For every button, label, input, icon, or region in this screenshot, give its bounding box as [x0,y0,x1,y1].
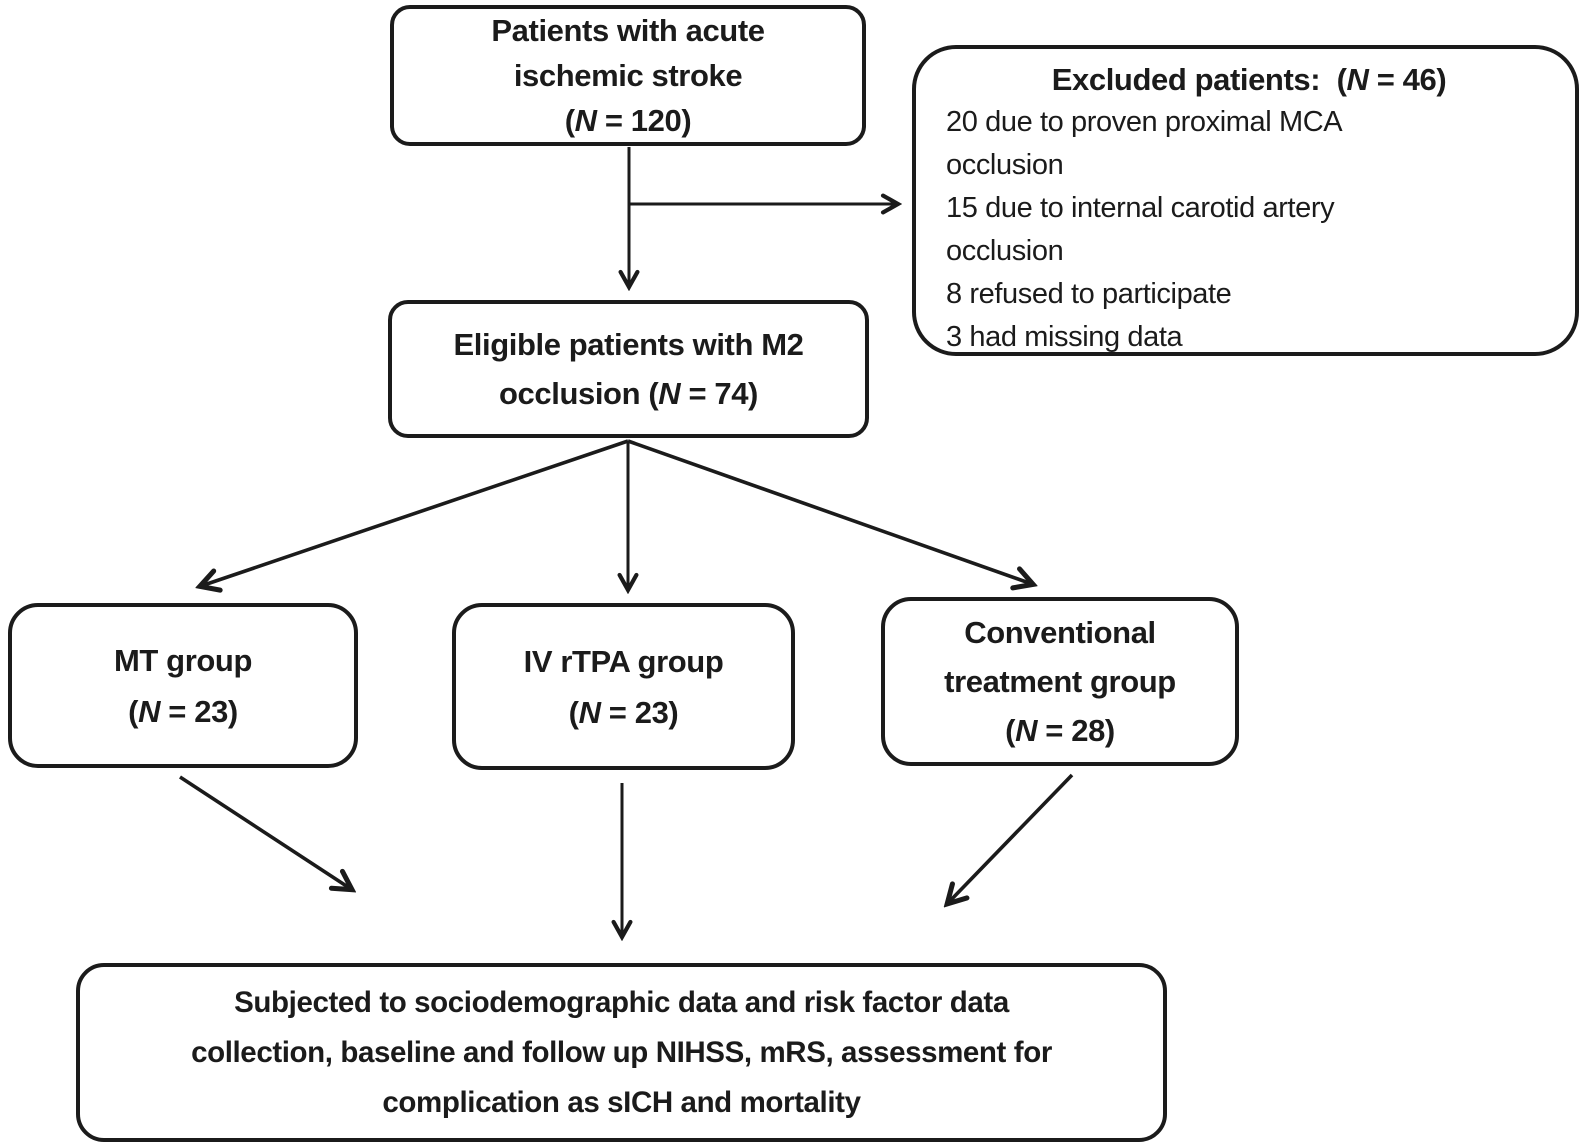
box-text-line: complication as sICH and mortality [382,1085,861,1119]
box-text-line: MT group [114,642,252,678]
arrow-eligible-to-mt [201,439,629,586]
n-count-line: (N = 23) [569,687,679,738]
excluded-reason: 8 refused to participate [946,278,1232,310]
n-post: = 46) [1368,62,1447,97]
box-text-line: ischemic stroke [513,58,743,93]
n-italic: N [578,694,601,730]
box-text-line: Patients with acute [491,13,765,48]
box-text-line: Eligible patients with M2 [453,327,804,362]
n-pre: Excluded patients: ( [1051,62,1347,97]
n-post: = 23) [160,693,238,729]
box-text-line: IV rTPA group [523,643,724,679]
box-outcome-assessments: Subjected to sociodemographic data and r… [76,963,1167,1142]
n-pre: ( [128,693,139,729]
excluded-reason: 15 due to internal carotid artery occlus… [946,192,1335,267]
n-post: = 120) [596,103,692,138]
arrow-conventional-to-outcome [948,773,1074,903]
n-pre: ( [568,694,579,730]
excluded-reason: 20 due to proven proximal MCA occlusion [946,106,1341,181]
box-text-line: Subjected to sociodemographic data and r… [234,985,1009,1019]
n-count-line: occlusion (N = 74) [499,369,758,418]
n-count-line: (N = 28) [1005,706,1115,755]
box-text-line: Conventional [964,615,1156,650]
arrow-eligible-to-conventional [627,439,1032,584]
n-post: = 28) [1037,713,1115,748]
n-italic: N [138,693,161,729]
box-iv-rtpa-group: IV rTPA group (N = 23) [452,603,795,770]
box-patients-acute-stroke: Patients with acute ischemic stroke (N =… [390,5,866,146]
n-italic: N [1346,62,1369,97]
n-count-line: (N = 23) [128,686,238,737]
n-post: = 74) [680,376,758,411]
excluded-reason: 3 had missing data [946,321,1183,353]
box-conventional-group: Conventional treatment group (N = 28) [881,597,1239,766]
box-text-line: treatment group [944,664,1176,699]
n-pre: occlusion ( [499,376,659,411]
arrow-mt-to-outcome [179,775,351,889]
excluded-title: Excluded patients: (N = 46) [946,58,1552,101]
box-excluded-patients: Excluded patients: (N = 46) 20 due to pr… [912,45,1579,356]
n-italic: N [574,103,597,138]
n-pre: ( [1005,713,1016,748]
box-text-line: collection, baseline and follow up NIHSS… [191,1035,1052,1069]
n-pre: ( [564,103,575,138]
n-post: = 23) [600,694,679,730]
box-eligible-patients: Eligible patients with M2 occlusion (N =… [388,300,869,438]
n-count-line: (N = 120) [565,98,692,143]
n-italic: N [658,376,681,411]
n-italic: N [1015,713,1038,748]
box-mt-group: MT group (N = 23) [8,603,358,768]
